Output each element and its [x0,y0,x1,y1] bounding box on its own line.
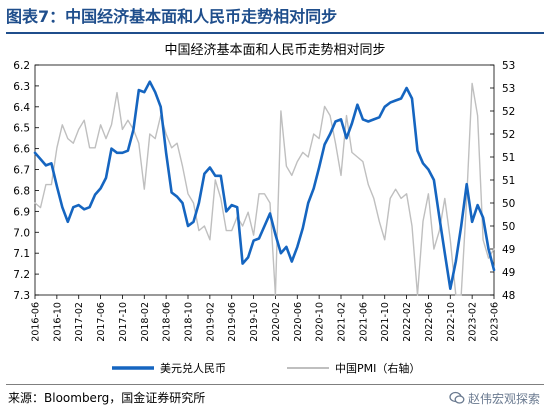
y-left-tick-label: 7.2 [13,269,30,281]
x-tick-label: 2017-02 [74,302,85,342]
x-tick-label: 2021-06 [358,302,369,342]
x-tick-label: 2018-10 [184,302,195,342]
y-right-tick-label: 50 [502,221,515,233]
x-tick-label: 2023-06 [490,302,501,342]
rmb-pmi-chart: 中国经济基本面和人民币走势相对同步 6.26.36.46.56.66.76.86… [13,42,515,375]
y-left-tick-label: 6.3 [13,81,30,93]
y-left-tick-label: 6.6 [13,144,30,156]
y-right-tick-label: 52 [502,106,515,118]
source-divider [6,384,544,385]
y-right-tick-label: 51 [502,175,515,187]
y-right-tick-label: 53 [502,83,515,95]
tick-labels: 6.2 6.3 6.4 6.5 6.6 6.7 6.8 6.9 7.0 7.1 7.2 7.3 53 53… [13,60,515,342]
y-left-tick-label: 6.9 [13,206,30,218]
caption-divider [6,32,544,34]
y-left-tick-label: 6.4 [13,102,30,114]
x-tick-label: 2019-02 [205,302,216,342]
x-tick-label: 2020-02 [271,302,282,342]
y-left-tick-label: 6.5 [13,123,30,135]
x-tick-label: 2018-02 [140,302,151,342]
x-tick-label: 2022-10 [446,302,457,342]
source-note: 来源：Bloomberg，国金证券研究所 [8,391,206,405]
x-tick-label: 2019-10 [249,302,260,342]
y-right-tick-label: 50 [502,198,515,210]
y-left-tick-label: 7.0 [13,227,30,239]
figure-caption: 图表7：中国经济基本面和人民币走势相对同步 [6,7,338,26]
watermark: 赵伟宏观探索 [449,388,540,408]
x-tick-label: 2016-10 [52,302,63,342]
y-left-tick-label: 7.1 [13,248,30,260]
y-right-tick-label: 51 [502,152,515,164]
x-tick-label: 2021-10 [380,302,391,342]
x-tick-label: 2022-02 [402,302,413,342]
y-right-tick-label: 49 [502,267,515,279]
series-usdcny-line [33,80,496,290]
y-left-tick-label: 7.3 [13,290,30,302]
x-tick-label: 2018-06 [162,302,173,342]
y-right-tick-label: 49 [502,244,515,256]
series-pmi-line [34,82,495,296]
x-tick-label: 2021-02 [337,302,348,342]
wechat-icon [449,391,465,404]
x-tick-label: 2023-02 [468,302,479,342]
watermark-text: 赵伟宏观探索 [467,391,540,406]
x-tick-label: 2016-06 [31,302,42,342]
y-right-tick-label: 48 [502,290,515,302]
x-tick-label: 2017-10 [118,302,129,342]
y-right-tick-label: 52 [502,129,515,141]
y-left-tick-label: 6.8 [13,185,30,197]
chart-title: 中国经济基本面和人民币走势相对同步 [164,42,385,58]
x-tick-label: 2019-06 [227,302,238,342]
y-left-tick-label: 6.2 [13,60,30,72]
x-tick-label: 2022-06 [424,302,435,342]
y-left-tick-label: 6.7 [13,165,30,177]
y-right-tick-label: 53 [502,60,515,72]
x-tick-label: 2020-10 [315,302,326,342]
legend-label-usdcny: 美元兑人民币 [160,361,226,375]
legend: 美元兑人民币 中国PMI（右轴） [112,361,420,375]
x-tick-label: 2017-06 [96,302,107,342]
series-layer [33,80,496,296]
x-tick-label: 2020-06 [293,302,304,342]
legend-label-pmi: 中国PMI（右轴） [335,361,420,375]
axes [34,64,495,299]
